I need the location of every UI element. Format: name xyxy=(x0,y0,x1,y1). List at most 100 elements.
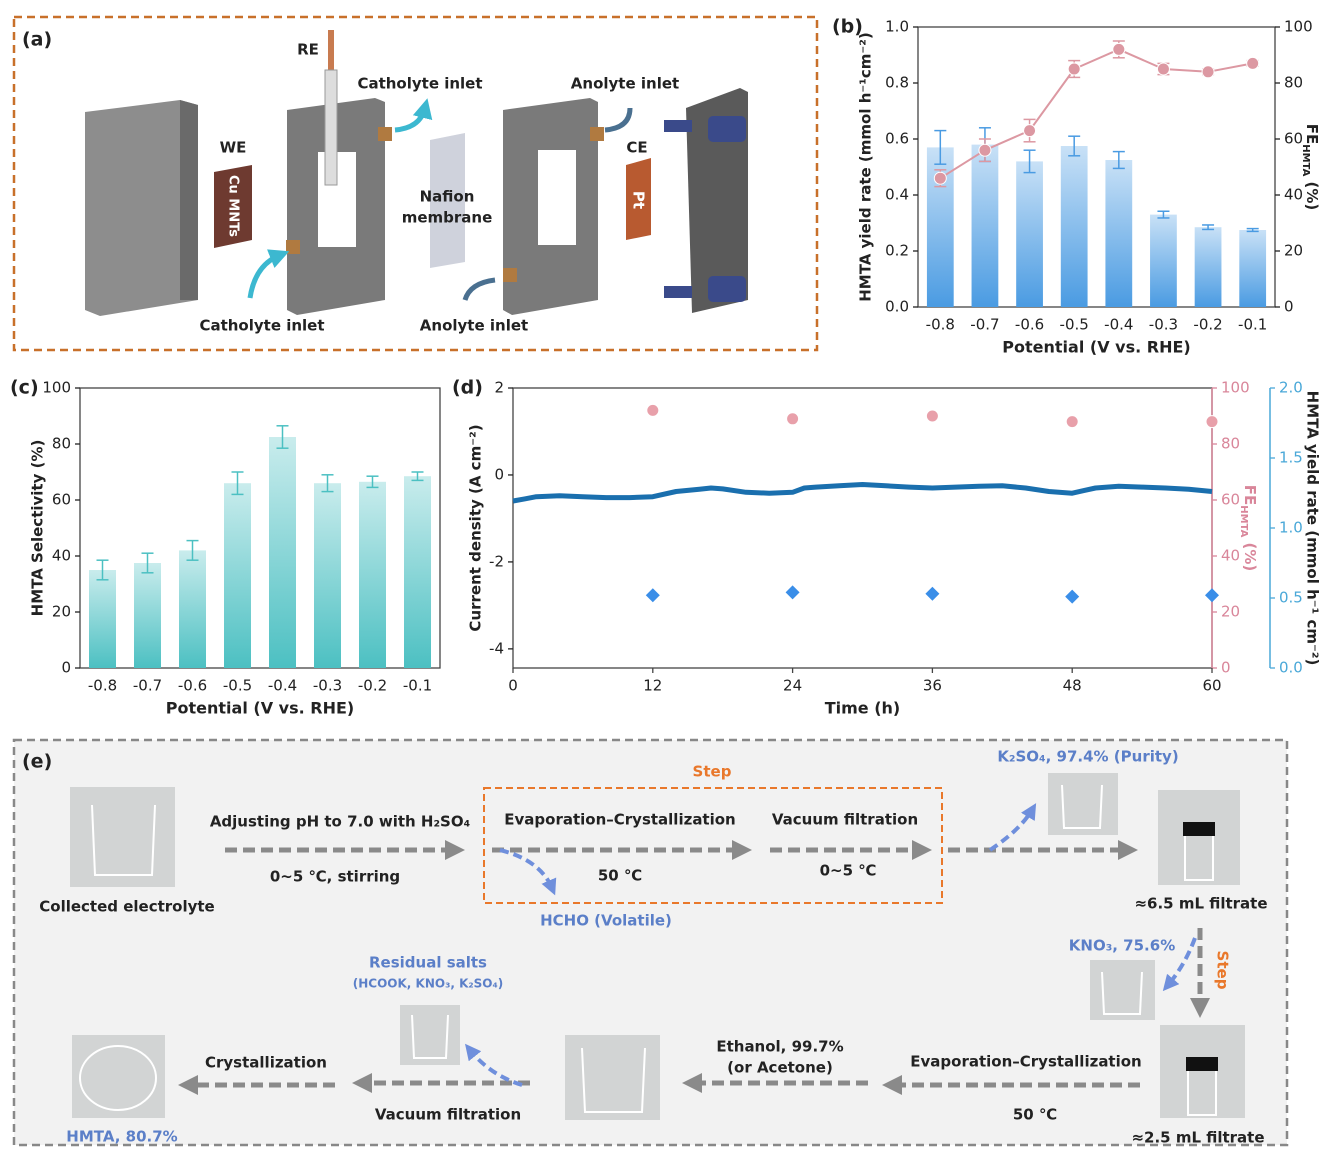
axis-label: Current density (A cm⁻²) xyxy=(467,424,485,631)
inlet xyxy=(590,127,604,141)
axis-label-part: HMTA xyxy=(1239,505,1250,537)
y-tick-label: 0.6 xyxy=(885,130,909,148)
y-tick-label: 0.8 xyxy=(885,74,909,92)
photo xyxy=(70,787,175,887)
bar xyxy=(1105,160,1132,307)
label: 50 ℃ xyxy=(598,867,642,885)
arrow xyxy=(605,108,630,130)
label: KNO₃, 75.6% xyxy=(1069,937,1175,955)
marker xyxy=(979,144,991,156)
bar xyxy=(972,145,999,307)
y-tick-label: 0.2 xyxy=(885,242,909,260)
bolt xyxy=(664,286,692,298)
axis-label-part: FE xyxy=(1242,485,1260,506)
y-tick-label: 20 xyxy=(52,603,71,621)
marker xyxy=(787,413,799,425)
y2-tick-label: 20 xyxy=(1221,603,1240,621)
label: Nafion xyxy=(420,188,475,206)
y2-tick-label: 100 xyxy=(1221,379,1250,397)
y2-tick-label: 80 xyxy=(1221,435,1240,453)
label: Catholyte inlet xyxy=(357,75,482,93)
label: 50 ℃ xyxy=(1013,1106,1057,1124)
bar xyxy=(1061,146,1088,307)
marker xyxy=(1065,590,1079,604)
x-tick-label: -0.7 xyxy=(970,316,999,334)
x-tick-label: -0.1 xyxy=(1238,316,1267,334)
label: HCHO (Volatile) xyxy=(540,912,672,930)
bar xyxy=(359,482,386,668)
label: RE xyxy=(297,41,319,59)
y-tick-label: 0.4 xyxy=(885,186,909,204)
x-tick-label: -0.7 xyxy=(133,677,162,695)
y3-tick-label: 0.0 xyxy=(1279,659,1303,677)
y-tick-label: 0.0 xyxy=(885,298,909,316)
marker xyxy=(786,585,800,599)
marker xyxy=(1247,57,1259,69)
x-tick-label: -0.2 xyxy=(1193,316,1222,334)
axis-label-part: FE xyxy=(1304,124,1322,145)
marker xyxy=(926,410,938,422)
label: Anolyte inlet xyxy=(571,75,679,93)
x-tick-label: 60 xyxy=(1202,677,1221,695)
label: 0~5 ℃, stirring xyxy=(270,868,400,886)
y2-tick-label: 60 xyxy=(1221,491,1240,509)
bar xyxy=(404,476,431,668)
bar xyxy=(269,437,296,668)
chart: (d)20-2-40204060801000.00.51.01.52.00122… xyxy=(452,377,1322,718)
y-tick-label: 1.0 xyxy=(885,18,909,36)
inlet xyxy=(378,127,392,141)
y2-tick-label: 40 xyxy=(1221,547,1240,565)
x-tick-label: -0.5 xyxy=(223,677,252,695)
label: membrane xyxy=(402,209,493,227)
x-tick-label: -0.1 xyxy=(403,677,432,695)
plate-side xyxy=(180,100,198,300)
y2-tick-label: 60 xyxy=(1284,130,1303,148)
label: Anolyte inlet xyxy=(420,317,528,335)
label: Residual salts xyxy=(369,954,487,972)
y-tick-label: 2 xyxy=(494,379,504,397)
x-tick-label: 0 xyxy=(508,677,518,695)
bolt xyxy=(664,120,692,132)
x-tick-label: -0.6 xyxy=(1015,316,1044,334)
marker xyxy=(1206,416,1218,428)
arrow xyxy=(465,280,495,300)
label: Evaporation–Crystallization xyxy=(910,1053,1141,1071)
label: Cu MNTs xyxy=(226,175,241,237)
photo xyxy=(1048,773,1118,835)
figure: (a) RE Catholyte inlet Anolyte inlet WE … xyxy=(0,0,1326,1151)
x-tick-label: 24 xyxy=(783,677,802,695)
y2-tick-label: 20 xyxy=(1284,242,1303,260)
label: Adjusting pH to 7.0 with H₂SO₄ xyxy=(210,813,470,831)
label: ≈2.5 mL filtrate xyxy=(1131,1129,1264,1147)
y-tick-label: -2 xyxy=(489,552,504,570)
panel-e: (e) Step Collected electrolyte Adjusting… xyxy=(14,740,1287,1147)
label: Ethanol, 99.7% xyxy=(716,1038,843,1056)
bolt xyxy=(708,116,746,142)
y2-tick-label: 0 xyxy=(1221,659,1231,677)
inlet xyxy=(286,240,300,254)
x-tick-label: -0.4 xyxy=(268,677,297,695)
photo xyxy=(400,1005,460,1065)
x-tick-label: 12 xyxy=(643,677,662,695)
label: Crystallization xyxy=(205,1054,327,1072)
marker xyxy=(1202,66,1214,78)
vial-cap xyxy=(1183,822,1215,836)
x-tick-label: -0.8 xyxy=(88,677,117,695)
x-tick-label: -0.4 xyxy=(1104,316,1133,334)
marker xyxy=(1066,416,1078,428)
axis-label-part: HMTA xyxy=(1301,144,1312,176)
x-tick-label: -0.2 xyxy=(358,677,387,695)
label: HMTA, 80.7% xyxy=(66,1128,177,1146)
label: WE xyxy=(220,139,247,157)
bar xyxy=(314,483,341,668)
x-tick-label: -0.5 xyxy=(1060,316,1089,334)
bar xyxy=(179,550,206,668)
bar xyxy=(1239,230,1266,307)
bar xyxy=(134,563,161,668)
label: (HCOOK, KNO₃, K₂SO₄) xyxy=(353,977,503,991)
y3-tick-label: 1.5 xyxy=(1279,449,1303,467)
photo xyxy=(1160,1025,1245,1118)
axis-label: FEHMTA (%) xyxy=(1301,124,1322,211)
bar xyxy=(1195,227,1222,307)
re-electrode xyxy=(328,30,334,70)
